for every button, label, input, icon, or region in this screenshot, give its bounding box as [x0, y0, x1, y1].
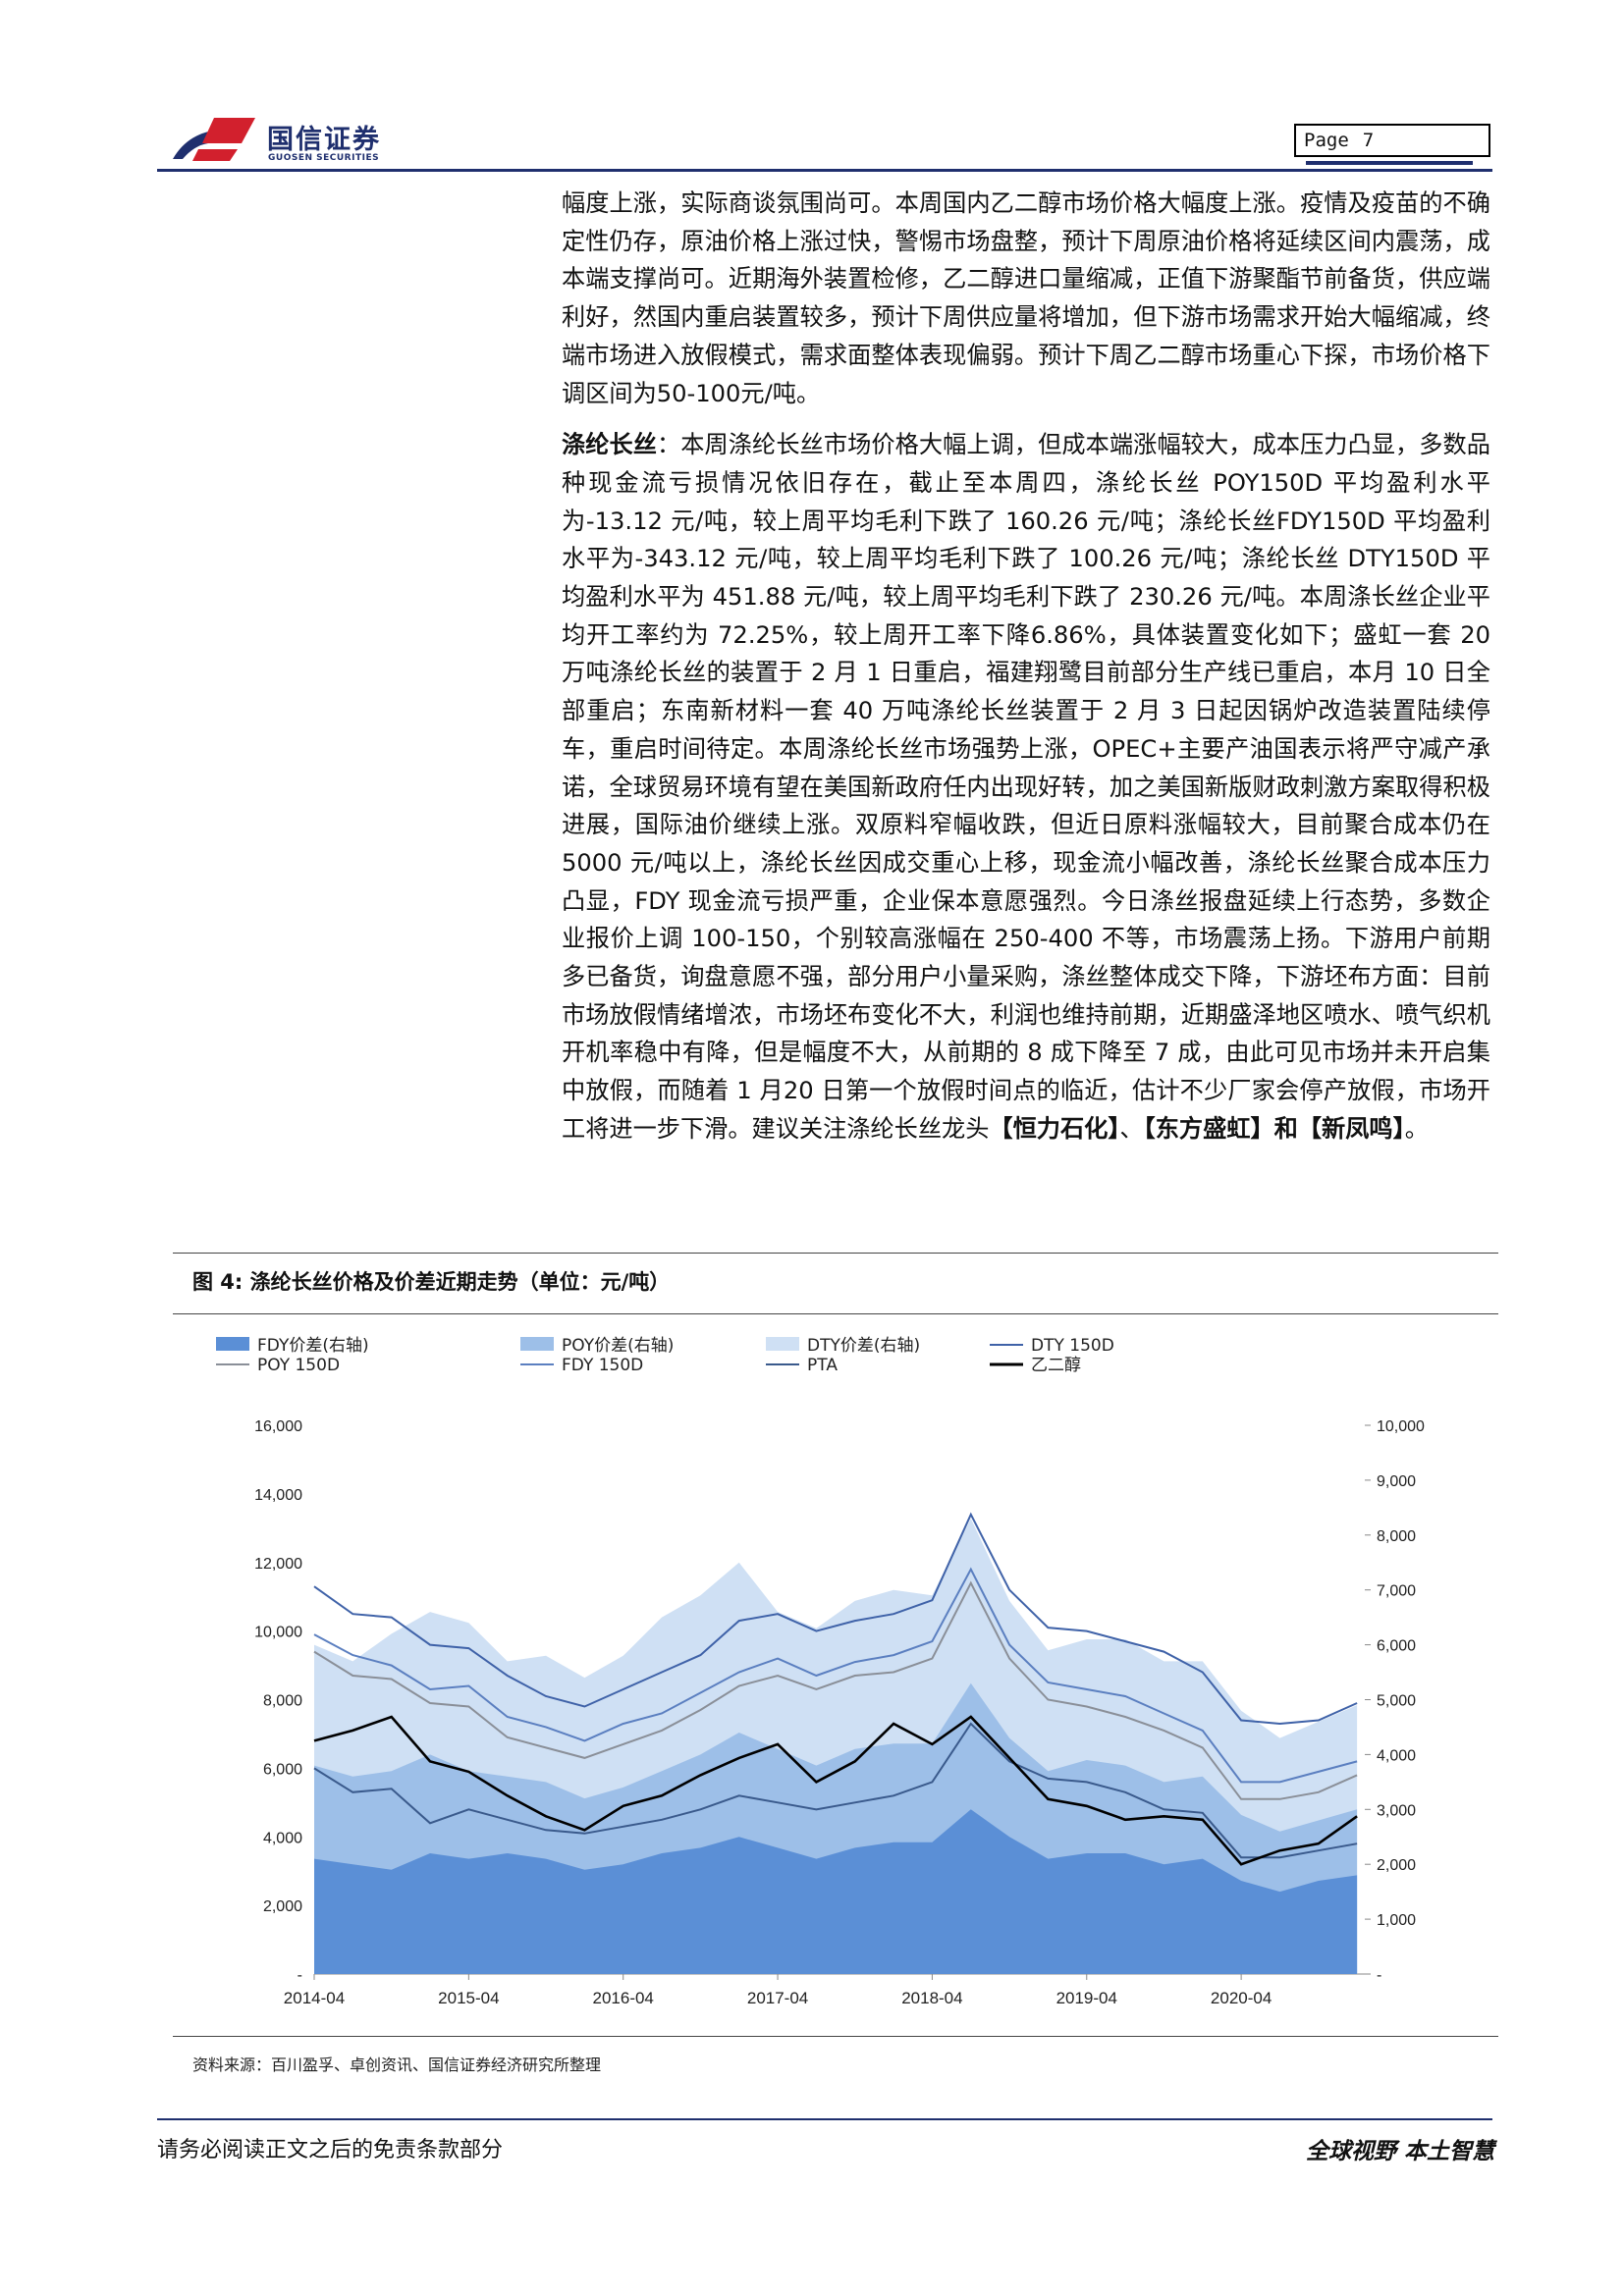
legend-label: DTY价差(右轴) — [807, 1336, 920, 1356]
separator: 和 — [1273, 1114, 1298, 1143]
figure-title-rule — [173, 1313, 1498, 1314]
x-tick-label: 2020-04 — [1211, 1989, 1272, 2007]
page-label: Page — [1304, 130, 1349, 151]
header-rule — [157, 169, 1492, 172]
y-left-tick-label: 8,000 — [263, 1693, 302, 1710]
separator: 、 — [1119, 1114, 1144, 1143]
footer-slogan: 全球视野 本土智慧 — [1305, 2139, 1494, 2164]
paragraph-ethylene-glycol: 幅度上涨，实际商谈氛围尚可。本周国内乙二醇市场价格大幅度上涨。疫情及疫苗的不确定… — [562, 189, 1490, 407]
legend-label: DTY 150D — [1031, 1336, 1114, 1356]
y-left-tick-label: 12,000 — [254, 1556, 302, 1573]
legend-label: PTA — [807, 1356, 838, 1375]
stock-xinfengming: 【新凤鸣】 — [1297, 1114, 1405, 1143]
legend-label: FDY价差(右轴) — [257, 1336, 369, 1356]
brand-name-en: GUOSEN SECURITIES — [268, 153, 380, 163]
y-right-tick-label: 6,000 — [1377, 1638, 1416, 1655]
x-tick-label: 2017-04 — [747, 1989, 808, 2007]
paragraph-end: 。 — [1404, 1114, 1429, 1143]
y-right-tick-label: 4,000 — [1377, 1747, 1416, 1764]
paragraph-text: ：本周涤纶长丝市场价格大幅上调，但成本端涨幅较大，成本压力凸显，多数品种现金流亏… — [562, 431, 1490, 1143]
legend-label: POY价差(右轴) — [562, 1336, 674, 1356]
y-right-tick-label: 9,000 — [1377, 1473, 1416, 1490]
x-tick-label: 2014-04 — [284, 1989, 345, 2007]
footer-disclaimer: 请务必阅读正文之后的免责条款部分 — [157, 2138, 504, 2163]
line-POY 150D — [313, 1580, 1358, 1800]
stock-dongfang: 【东方盛虹】 — [1143, 1114, 1274, 1143]
figure-source: 资料来源：百川盈孚、卓创资讯、国信证券经济研究所整理 — [192, 2056, 602, 2074]
y-left-tick-label: - — [298, 1967, 302, 1984]
y-left-tick-label: 4,000 — [263, 1830, 302, 1846]
figure-bottom-rule — [173, 2036, 1498, 2037]
header-accent — [1306, 161, 1473, 165]
y-left-tick-label: 16,000 — [254, 1418, 302, 1435]
guosen-logo-icon — [173, 118, 255, 161]
paragraph-polyester-filament: 涤纶长丝：本周涤纶长丝市场价格大幅上调，但成本端涨幅较大，成本压力凸显，多数品种… — [562, 426, 1490, 1148]
y-right-tick-label: 10,000 — [1377, 1418, 1425, 1435]
y-left-tick-label: 2,000 — [263, 1898, 302, 1915]
stock-hengli: 【恒力石化】 — [989, 1114, 1120, 1143]
page-number: 7 — [1362, 130, 1375, 151]
y-right-tick-label: 8,000 — [1377, 1528, 1416, 1545]
price-chart: 16,000 14,000 12,000 10,000 8,000 6,000 4,000 2… — [177, 1320, 1497, 2027]
x-tick-label: 2015-04 — [438, 1989, 499, 2007]
y-left-tick-label: 10,000 — [254, 1625, 302, 1641]
legend-swatch — [766, 1337, 799, 1351]
figure-title: 图 4: 涤纶长丝价格及价差近期走势（单位：元/吨） — [192, 1270, 671, 1294]
y-right-tick-label: - — [1377, 1967, 1381, 1984]
figure-top-rule — [173, 1253, 1498, 1254]
line-DTY 150D — [313, 1512, 1358, 1726]
paragraph-lead: 涤纶长丝 — [562, 431, 658, 459]
legend-label: POY 150D — [257, 1356, 340, 1375]
page-indicator: Page 7 — [1294, 124, 1490, 157]
line-PTA — [313, 1722, 1358, 1859]
y-right-tick-label: 5,000 — [1377, 1693, 1416, 1710]
report-body: 幅度上涨，实际商谈氛围尚可。本周国内乙二醇市场价格大幅度上涨。疫情及疫苗的不确定… — [562, 185, 1490, 1162]
y-right-tick-label: 7,000 — [1377, 1583, 1416, 1600]
x-tick-label: 2016-04 — [593, 1989, 654, 2007]
footer-rule — [157, 2118, 1492, 2120]
legend-swatch — [520, 1337, 554, 1351]
x-tick-label: 2018-04 — [901, 1989, 962, 2007]
y-left-tick-label: 14,000 — [254, 1487, 302, 1504]
line-FDY 150D — [313, 1567, 1358, 1784]
y-right-tick-label: 3,000 — [1377, 1802, 1416, 1819]
chart-canvas: 16,000 14,000 12,000 10,000 8,000 6,000 4,000 2… — [216, 1336, 1425, 2007]
y-right-tick-label: 2,000 — [1377, 1857, 1416, 1874]
brand-logo: 国信证券 GUOSEN SECURITIES — [169, 110, 424, 169]
legend-label: 乙二醇 — [1031, 1356, 1081, 1375]
brand-name-cn: 国信证券 — [267, 125, 381, 155]
area-FDY价差(右轴) — [314, 1809, 1358, 1974]
legend-label: FDY 150D — [562, 1356, 643, 1375]
y-left-tick-label: 6,000 — [263, 1761, 302, 1778]
y-right-tick-label: 1,000 — [1377, 1912, 1416, 1929]
x-tick-label: 2019-04 — [1056, 1989, 1117, 2007]
legend-swatch — [216, 1337, 249, 1351]
line-乙二醇 — [313, 1715, 1358, 1866]
